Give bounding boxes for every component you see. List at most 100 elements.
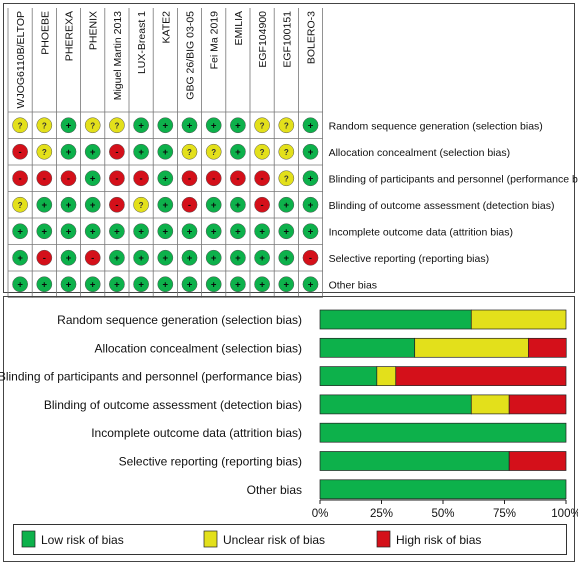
rating-circle-unclear bbox=[278, 117, 295, 134]
rating-symbol-low: + bbox=[114, 279, 120, 290]
rating-circle-low bbox=[302, 170, 319, 187]
rating-symbol-low: + bbox=[42, 226, 48, 237]
rating-circle-low bbox=[278, 276, 295, 293]
rating-symbol-unclear: ? bbox=[284, 174, 289, 183]
rating-circle-low bbox=[36, 276, 53, 293]
rating-symbol-unclear: ? bbox=[114, 121, 119, 130]
rating-circle-low bbox=[157, 117, 174, 134]
rating-circle-low bbox=[36, 223, 53, 240]
bar-segment-low bbox=[319, 366, 378, 386]
rating-symbol-low: + bbox=[211, 200, 217, 211]
rating-circle-low bbox=[12, 276, 28, 293]
rating-symbol-unclear: ? bbox=[18, 121, 23, 130]
legend-label: High risk of bias bbox=[396, 533, 481, 547]
rating-symbol-unclear: ? bbox=[187, 148, 192, 157]
graph-category-label: Random sequence generation (selection bi… bbox=[57, 313, 302, 327]
rating-symbol-low: + bbox=[308, 279, 314, 290]
rating-circle-high bbox=[181, 170, 198, 187]
rating-circle-high bbox=[36, 249, 53, 266]
rating-circle-low bbox=[109, 223, 125, 240]
rating-circle-low bbox=[84, 276, 101, 293]
rating-symbol-low: + bbox=[284, 226, 290, 237]
summary-domain-label: Incomplete outcome data (attrition bias) bbox=[329, 226, 513, 238]
rating-circle-low bbox=[84, 170, 101, 187]
rating-symbol-low: + bbox=[17, 279, 23, 290]
rating-circle-low bbox=[109, 276, 125, 293]
study-name-label: GBG 26/BIG 03-05 bbox=[185, 11, 197, 100]
rating-circle-high bbox=[12, 143, 28, 160]
rating-symbol-low: + bbox=[308, 173, 314, 184]
study-name-label: Miguel Martin 2013 bbox=[112, 11, 124, 100]
rating-circle-low bbox=[278, 223, 295, 240]
rating-symbol-low: + bbox=[211, 226, 217, 237]
rating-symbol-unclear: ? bbox=[211, 148, 216, 157]
rating-symbol-low: + bbox=[235, 147, 241, 158]
x-axis-tick-label: 25% bbox=[370, 508, 393, 520]
bar-segment-low bbox=[319, 422, 567, 443]
rating-symbol-low: + bbox=[284, 279, 290, 290]
rating-circle-low bbox=[84, 143, 101, 160]
rating-symbol-low: + bbox=[163, 200, 169, 211]
rating-circle-high bbox=[60, 170, 77, 187]
rating-symbol-high: - bbox=[91, 253, 94, 264]
rating-circle-unclear bbox=[181, 143, 198, 160]
rating-symbol-low: + bbox=[308, 147, 314, 158]
legend-swatch bbox=[21, 530, 36, 548]
rating-circle-low bbox=[60, 276, 77, 293]
rating-symbol-low: + bbox=[138, 226, 144, 237]
legend-label: Unclear risk of bias bbox=[223, 533, 325, 547]
rating-circle-high bbox=[12, 170, 28, 187]
graph-category-label: Selective reporting (reporting bias) bbox=[119, 455, 302, 469]
rating-symbol-low: + bbox=[138, 120, 144, 131]
rating-symbol-low: + bbox=[163, 120, 169, 131]
rating-symbol-high: - bbox=[140, 173, 143, 184]
rating-circle-unclear bbox=[109, 117, 125, 134]
rating-symbol-low: + bbox=[138, 253, 144, 264]
graph-category-label: Blinding of outcome assessment (detectio… bbox=[44, 398, 302, 412]
graph-category-label: Other bias bbox=[247, 483, 302, 497]
rating-symbol-unclear: ? bbox=[260, 121, 265, 130]
rating-circle-low bbox=[133, 223, 149, 240]
rating-circle-low bbox=[254, 276, 270, 293]
rating-circle-high bbox=[109, 196, 125, 213]
summary-panel-frame bbox=[3, 3, 575, 293]
rating-circle-low bbox=[133, 276, 149, 293]
rating-symbol-unclear: ? bbox=[18, 201, 23, 210]
rating-symbol-high: - bbox=[115, 173, 118, 184]
rating-circle-unclear bbox=[133, 196, 149, 213]
rating-symbol-high: - bbox=[43, 173, 46, 184]
rating-circle-low bbox=[60, 223, 77, 240]
rating-symbol-high: - bbox=[19, 173, 22, 184]
rating-circle-unclear bbox=[254, 143, 270, 160]
rating-symbol-low: + bbox=[211, 279, 217, 290]
rating-circle-high bbox=[254, 196, 270, 213]
x-axis-tick-label: 0% bbox=[312, 508, 329, 520]
graph-category-label: Blinding of participants and personnel (… bbox=[0, 370, 302, 384]
summary-domain-label: Blinding of outcome assessment (detectio… bbox=[329, 200, 555, 212]
rating-circle-low bbox=[230, 117, 246, 134]
graph-category-label: Allocation concealment (selection bias) bbox=[95, 341, 302, 355]
rating-symbol-low: + bbox=[66, 253, 72, 264]
bar-segment-high bbox=[395, 366, 567, 386]
rating-circle-low bbox=[84, 196, 101, 213]
rating-symbol-low: + bbox=[66, 279, 72, 290]
rating-circle-high bbox=[36, 170, 53, 187]
rating-circle-low bbox=[133, 117, 149, 134]
rating-circle-low bbox=[254, 249, 270, 266]
rating-symbol-low: + bbox=[259, 226, 265, 237]
rating-circle-low bbox=[278, 249, 295, 266]
rating-circle-high bbox=[254, 170, 270, 187]
rating-symbol-low: + bbox=[114, 226, 120, 237]
rating-symbol-low: + bbox=[138, 147, 144, 158]
rating-circle-low bbox=[12, 223, 28, 240]
rating-symbol-low: + bbox=[163, 147, 169, 158]
rating-symbol-low: + bbox=[235, 253, 241, 264]
rating-circle-low bbox=[181, 249, 198, 266]
rating-circle-low bbox=[157, 143, 174, 160]
study-name-label: EGF104900 bbox=[257, 11, 269, 68]
rating-symbol-high: - bbox=[115, 147, 118, 158]
rating-symbol-unclear: ? bbox=[42, 121, 47, 130]
rating-symbol-unclear: ? bbox=[42, 148, 47, 157]
rating-circle-low bbox=[205, 249, 222, 266]
